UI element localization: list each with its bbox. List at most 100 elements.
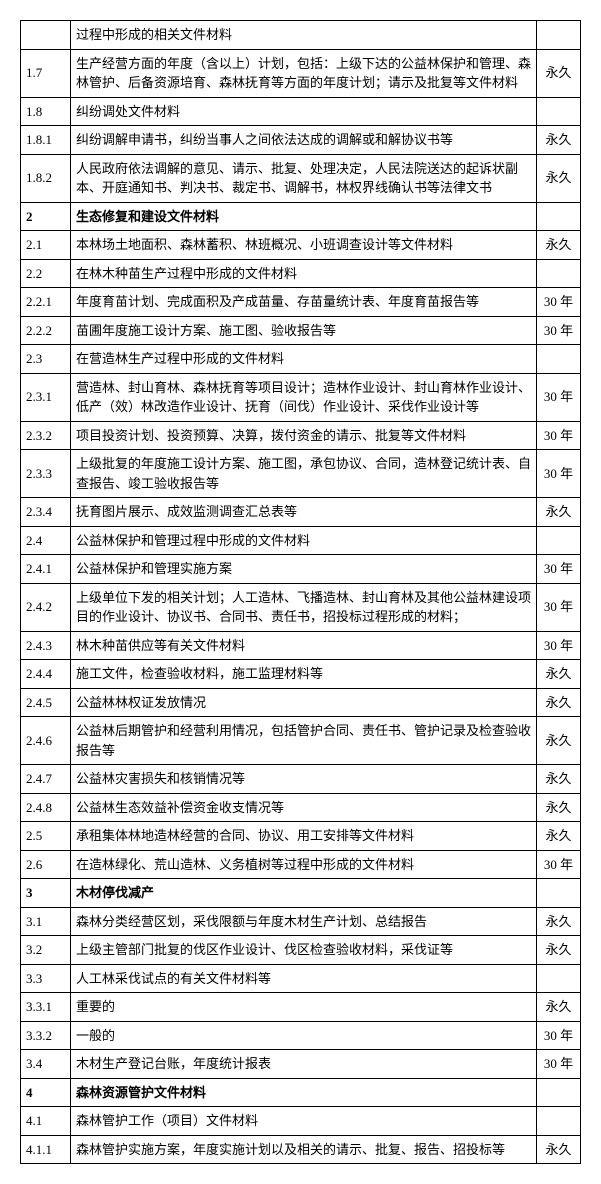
row-number: 4.1: [21, 1107, 71, 1136]
row-description: 木材生产登记台账，年度统计报表: [71, 1050, 537, 1079]
row-description: 承租集体林地造林经营的合同、协议、用工安排等文件材料: [71, 822, 537, 851]
row-number: 1.7: [21, 49, 71, 97]
row-description: 公益林保护和管理过程中形成的文件材料: [71, 526, 537, 555]
row-number: 3.4: [21, 1050, 71, 1079]
row-period: 永久: [537, 1135, 581, 1164]
row-description: 木材停伐减产: [71, 879, 537, 908]
row-period: 30 年: [537, 421, 581, 450]
row-description: 一般的: [71, 1021, 537, 1050]
row-description: 上级主管部门批复的伐区作业设计、伐区检查验收材料，采伐证等: [71, 936, 537, 965]
row-period: 永久: [537, 154, 581, 202]
row-period: [537, 1078, 581, 1107]
row-period: [537, 1107, 581, 1136]
row-period: 永久: [537, 907, 581, 936]
row-number: 2.6: [21, 850, 71, 879]
row-period: 30 年: [537, 555, 581, 584]
row-period: 永久: [537, 993, 581, 1022]
row-number: 2.3: [21, 345, 71, 374]
row-number: 2.2: [21, 259, 71, 288]
row-period: 30 年: [537, 288, 581, 317]
row-description: 公益林灾害损失和核销情况等: [71, 765, 537, 794]
row-description: 森林分类经营区划，采伐限额与年度木材生产计划、总结报告: [71, 907, 537, 936]
row-number: 2.3.2: [21, 421, 71, 450]
row-description: 本林场土地面积、森林蓄积、林班概况、小班调查设计等文件材料: [71, 231, 537, 260]
row-period: 永久: [537, 688, 581, 717]
row-number: 2.3.4: [21, 498, 71, 527]
row-period: 永久: [537, 231, 581, 260]
row-number: 2.4: [21, 526, 71, 555]
row-period: 永久: [537, 793, 581, 822]
row-number: 2.1: [21, 231, 71, 260]
row-number: 2.2.1: [21, 288, 71, 317]
row-description: 生态修复和建设文件材料: [71, 202, 537, 231]
row-description: 上级单位下发的相关计划；人工造林、飞播造林、封山育林及其他公益林建设项目的作业设…: [71, 583, 537, 631]
row-description: 公益林后期管护和经营利用情况，包括管护合同、责任书、管护记录及检查验收报告等: [71, 717, 537, 765]
row-description: 年度育苗计划、完成面积及产成苗量、存苗量统计表、年度育苗报告等: [71, 288, 537, 317]
row-number: 2.4.1: [21, 555, 71, 584]
row-period: 30 年: [537, 1021, 581, 1050]
row-number: 2.4.5: [21, 688, 71, 717]
row-description: 苗圃年度施工设计方案、施工图、验收报告等: [71, 316, 537, 345]
row-period: 30 年: [537, 583, 581, 631]
row-number: 3.3: [21, 964, 71, 993]
row-description: 营造林、封山育林、森林抚育等项目设计；造林作业设计、封山育林作业设计、低产（效）…: [71, 373, 537, 421]
row-period: 永久: [537, 765, 581, 794]
row-number: 3: [21, 879, 71, 908]
row-description: 人工林采伐试点的有关文件材料等: [71, 964, 537, 993]
row-description: 森林管护工作（项目）文件材料: [71, 1107, 537, 1136]
row-number: 4: [21, 1078, 71, 1107]
row-period: [537, 259, 581, 288]
row-number: 1.8: [21, 97, 71, 126]
row-description: 林木种苗供应等有关文件材料: [71, 631, 537, 660]
row-number: 2: [21, 202, 71, 231]
row-description: 在林木种苗生产过程中形成的文件材料: [71, 259, 537, 288]
row-number: 1.8.2: [21, 154, 71, 202]
row-period: [537, 21, 581, 50]
row-number: 2.4.4: [21, 660, 71, 689]
row-description: 过程中形成的相关文件材料: [71, 21, 537, 50]
row-period: 30 年: [537, 316, 581, 345]
row-number: 2.4.2: [21, 583, 71, 631]
row-period: [537, 964, 581, 993]
row-number: 2.4.6: [21, 717, 71, 765]
row-description: 施工文件，检查验收材料，施工监理材料等: [71, 660, 537, 689]
row-description: 在造林绿化、荒山造林、义务植树等过程中形成的文件材料: [71, 850, 537, 879]
row-description: 生产经营方面的年度（含以上）计划，包括：上级下达的公益林保护和管理、森林管护、后…: [71, 49, 537, 97]
row-description: 重要的: [71, 993, 537, 1022]
row-period: [537, 526, 581, 555]
row-number: 2.4.3: [21, 631, 71, 660]
row-period: 30 年: [537, 631, 581, 660]
row-period: 30 年: [537, 450, 581, 498]
row-period: 永久: [537, 49, 581, 97]
row-description: 公益林林权证发放情况: [71, 688, 537, 717]
row-description: 公益林生态效益补偿资金收支情况等: [71, 793, 537, 822]
row-description: 人民政府依法调解的意见、请示、批复、处理决定，人民法院送达的起诉状副本、开庭通知…: [71, 154, 537, 202]
row-period: 永久: [537, 126, 581, 155]
row-description: 项目投资计划、投资预算、决算，拨付资金的请示、批复等文件材料: [71, 421, 537, 450]
row-number: 3.1: [21, 907, 71, 936]
row-number: 2.4.7: [21, 765, 71, 794]
row-number: 3.3.1: [21, 993, 71, 1022]
row-number: 2.4.8: [21, 793, 71, 822]
row-description: 森林资源管护文件材料: [71, 1078, 537, 1107]
row-number: 3.2: [21, 936, 71, 965]
row-number: [21, 21, 71, 50]
row-number: 3.3.2: [21, 1021, 71, 1050]
row-period: [537, 879, 581, 908]
row-description: 森林管护实施方案，年度实施计划以及相关的请示、批复、报告、招投标等: [71, 1135, 537, 1164]
document-table: 过程中形成的相关文件材料1.7生产经营方面的年度（含以上）计划，包括：上级下达的…: [20, 20, 581, 1164]
row-period: 永久: [537, 660, 581, 689]
row-number: 2.5: [21, 822, 71, 851]
row-number: 2.2.2: [21, 316, 71, 345]
row-description: 在营造林生产过程中形成的文件材料: [71, 345, 537, 374]
row-period: 30 年: [537, 850, 581, 879]
row-description: 上级批复的年度施工设计方案、施工图，承包协议、合同，造林登记统计表、自查报告、竣…: [71, 450, 537, 498]
row-description: 纠纷调解申请书，纠纷当事人之间依法达成的调解或和解协议书等: [71, 126, 537, 155]
row-description: 公益林保护和管理实施方案: [71, 555, 537, 584]
row-description: 抚育图片展示、成效监测调查汇总表等: [71, 498, 537, 527]
row-period: 永久: [537, 936, 581, 965]
row-period: 30 年: [537, 373, 581, 421]
row-period: [537, 97, 581, 126]
row-period: [537, 202, 581, 231]
row-number: 2.3.1: [21, 373, 71, 421]
